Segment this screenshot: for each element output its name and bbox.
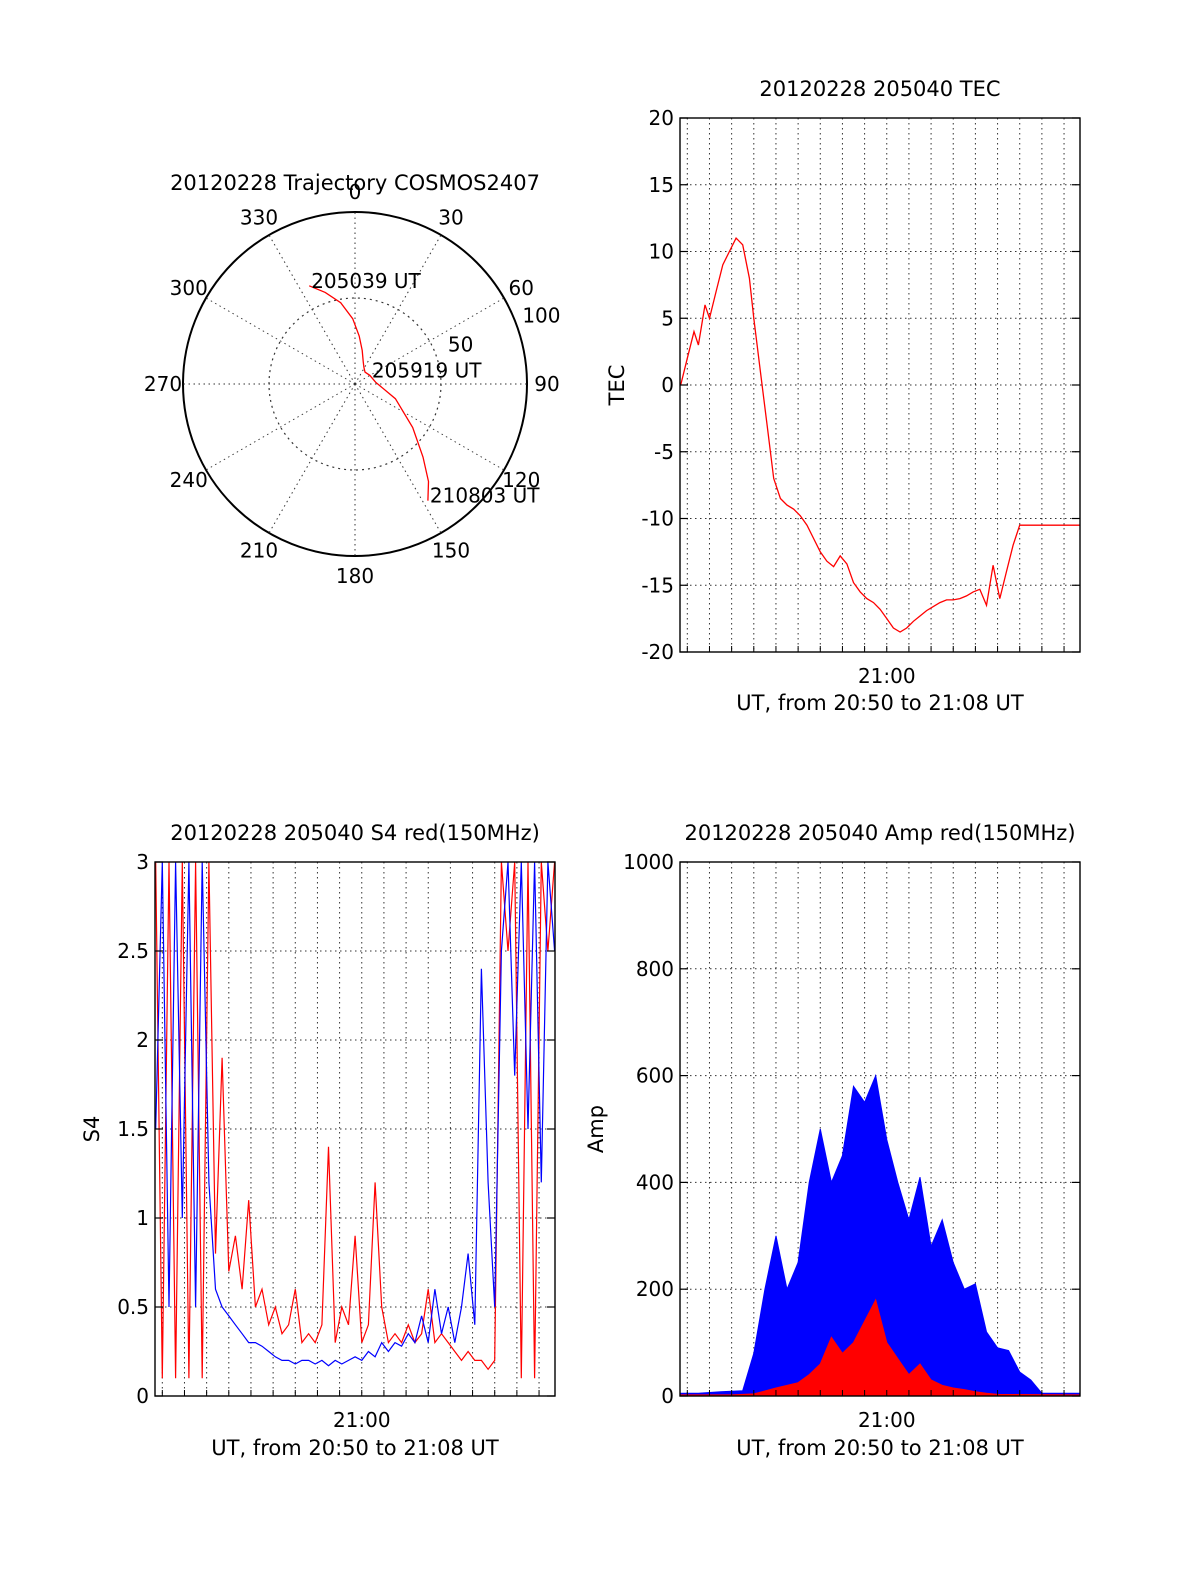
- amp-title: 20120228 205040 Amp red(150MHz): [684, 821, 1075, 845]
- polar-azimuth-label: 240: [170, 468, 208, 492]
- trajectory-polar-panel: 20120228 Trajectory COSMOS2407 0 30 60 90 12…: [144, 171, 561, 588]
- polar-azimuth-label: 150: [432, 538, 470, 562]
- amp-plot-frame: [679, 861, 1081, 1397]
- polar-azimuth-label: 90: [534, 372, 559, 396]
- polar-azimuth-label: 330: [240, 206, 278, 230]
- amp-ytick-label: 0: [661, 1384, 674, 1408]
- polar-spoke: [205, 297, 356, 385]
- tec-ytick-label: -15: [641, 573, 674, 597]
- polar-ring-label: 50: [448, 333, 473, 357]
- tec-xtick-label: 21:00: [858, 664, 916, 688]
- s4-ylabel: S4: [80, 1116, 104, 1143]
- polar-ring-labels: 50 100: [448, 303, 561, 356]
- tec-ytick-label: 0: [661, 373, 674, 397]
- amp-xtick-label: 21:00: [858, 1408, 916, 1432]
- tec-ticks: -20 -15 -10 -5 0 5 10 15 20 21:00: [641, 106, 1080, 688]
- s4-series: [155, 861, 556, 1379]
- s4-line-blue: [155, 861, 556, 1367]
- tec-xlabel: UT, from 20:50 to 21:08 UT: [736, 691, 1024, 715]
- amp-area-blue: [680, 1073, 1081, 1397]
- tec-title: 20120228 205040 TEC: [759, 77, 1000, 101]
- tec-gridlines: [680, 117, 1080, 653]
- s4-panel: 20120228 205040 S4 red(150MHz) UT, from …: [80, 821, 556, 1460]
- s4-ytick-label: 1: [136, 1206, 149, 1230]
- polar-spoke: [354, 383, 505, 471]
- polar-azimuth-labels: 0 30 60 90 120 150 180 210 240 270 300 330: [144, 180, 560, 588]
- tec-plot-frame: [679, 117, 1081, 653]
- tec-ytick-label: -20: [641, 640, 674, 664]
- trajectory-time-label: 210803 UT: [430, 484, 540, 508]
- trajectory-time-label: 205919 UT: [372, 358, 482, 382]
- polar-azimuth-label: 270: [144, 372, 182, 396]
- polar-azimuth-label: 180: [336, 564, 374, 588]
- polar-ring-label: 100: [522, 303, 560, 327]
- tec-series: [680, 236, 1080, 633]
- polar-azimuth-label: 210: [240, 538, 278, 562]
- tec-ytick-label: -10: [641, 507, 674, 531]
- s4-xtick-label: 21:00: [333, 1408, 391, 1432]
- s4-title: 20120228 205040 S4 red(150MHz): [170, 821, 540, 845]
- polar-spoke: [354, 234, 442, 385]
- tec-ytick-label: 5: [661, 306, 674, 330]
- polar-spoke: [354, 383, 442, 534]
- polar-azimuth-label: 60: [509, 276, 534, 300]
- s4-ytick-label: 0.5: [117, 1295, 149, 1319]
- polar-azimuth-label: 30: [438, 206, 463, 230]
- amp-series: [680, 1073, 1081, 1397]
- amp-ticks: 0 200 400 600 800 1000 21:00: [623, 850, 1080, 1432]
- amp-ytick-label: 800: [636, 957, 674, 981]
- s4-ytick-label: 3: [136, 850, 149, 874]
- s4-plot-frame: [154, 861, 556, 1397]
- polar-azimuth-label: 0: [349, 180, 362, 204]
- trajectory-time-label: 205039 UT: [311, 269, 421, 293]
- amp-xlabel: UT, from 20:50 to 21:08 UT: [736, 1436, 1024, 1460]
- trajectory-series: [308, 285, 430, 501]
- trajectory-title: 20120228 Trajectory COSMOS2407: [170, 171, 540, 195]
- amp-ytick-label: 1000: [623, 850, 674, 874]
- tec-ytick-label: -5: [654, 440, 674, 464]
- tec-ytick-label: 15: [649, 173, 674, 197]
- amp-area-red: [680, 1298, 1081, 1397]
- s4-ticks: 0 0.5 1 1.5 2 2.5 3 21:00: [117, 850, 555, 1432]
- s4-xlabel: UT, from 20:50 to 21:08 UT: [211, 1436, 499, 1460]
- polar-spoke: [354, 297, 505, 385]
- s4-ytick-label: 1.5: [117, 1117, 149, 1141]
- s4-line-red: [155, 861, 556, 1379]
- trajectory-line: [308, 285, 430, 501]
- polar-spoke: [205, 383, 356, 471]
- polar-azimuth-label: 120: [502, 468, 540, 492]
- amp-panel: 20120228 205040 Amp red(150MHz) UT, from…: [584, 821, 1081, 1460]
- trajectory-annotations: 205039 UT 205919 UT 210803 UT: [311, 269, 540, 508]
- amp-ylabel: Amp: [584, 1105, 608, 1153]
- polar-outer-circle: [182, 211, 528, 557]
- tec-ytick-label: 10: [649, 240, 674, 264]
- amp-ytick-label: 600: [636, 1064, 674, 1088]
- tec-panel: 20120228 205040 TEC UT, from 20:50 to 21…: [605, 77, 1081, 715]
- polar-grid: [182, 211, 528, 557]
- s4-ytick-label: 0: [136, 1384, 149, 1408]
- s4-ytick-label: 2.5: [117, 939, 149, 963]
- polar-spoke: [268, 383, 356, 534]
- amp-ytick-label: 200: [636, 1277, 674, 1301]
- s4-ytick-label: 2: [136, 1028, 149, 1052]
- tec-ytick-label: 20: [649, 106, 674, 130]
- polar-azimuth-label: 300: [170, 276, 208, 300]
- amp-ytick-label: 400: [636, 1170, 674, 1194]
- polar-spoke: [268, 234, 356, 385]
- tec-ylabel: TEC: [605, 365, 629, 407]
- tec-line-red: [680, 236, 1080, 633]
